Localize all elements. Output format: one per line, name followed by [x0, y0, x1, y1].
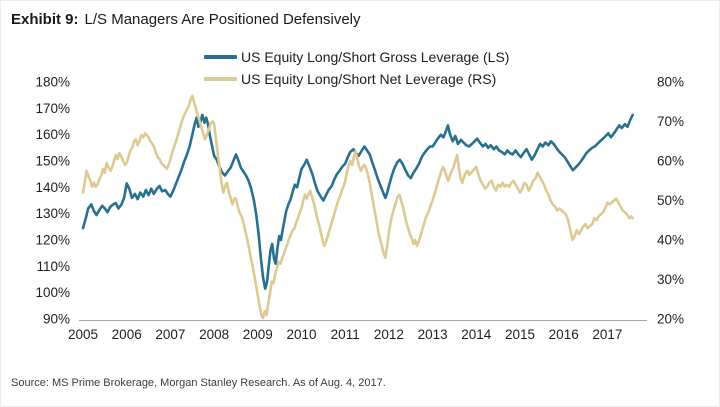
source-note: Source: MS Prime Brokerage, Morgan Stanl…: [11, 377, 386, 389]
legend-item-gross: US Equity Long/Short Gross Leverage (LS): [204, 48, 510, 65]
right-axis-tick-label: 40%: [657, 233, 684, 248]
x-axis-tick-label: 2006: [112, 327, 142, 342]
x-axis-tick-label: 2007: [155, 327, 185, 342]
right-axis-tick-label: 80%: [657, 75, 684, 90]
left-axis-tick-label: 130%: [35, 206, 70, 221]
x-axis-tick-label: 2016: [549, 327, 579, 342]
right-axis-tick-label: 30%: [657, 272, 684, 287]
left-axis-tick-label: 180%: [35, 75, 70, 90]
x-axis-tick-label: 2010: [286, 327, 316, 342]
x-axis-tick-label: 2014: [461, 327, 492, 342]
right-axis-tick-label: 60%: [657, 154, 684, 169]
net-leverage-line: [81, 94, 635, 320]
chart-legend: US Equity Long/Short Gross Leverage (LS)…: [204, 48, 510, 87]
right-axis-tick-label: 20%: [657, 312, 684, 327]
gross-leverage-line: [81, 113, 635, 291]
x-axis-tick-label: 2015: [505, 327, 535, 342]
x-axis-tick-label: 2013: [418, 327, 448, 342]
right-axis-tick-label: 70%: [657, 114, 684, 129]
x-axis-tick-label: 2009: [243, 327, 273, 342]
x-axis-tick-label: 2008: [199, 327, 229, 342]
x-axis-tick-label: 2011: [331, 327, 360, 342]
legend-label-gross: US Equity Long/Short Gross Leverage (LS): [241, 48, 510, 65]
left-axis-tick-label: 110%: [36, 259, 70, 274]
gross-line-swatch: [204, 54, 237, 59]
exhibit-label: Exhibit 9:: [11, 11, 79, 28]
right-axis-tick-label: 50%: [657, 193, 684, 208]
left-axis-tick-label: 90%: [43, 312, 70, 327]
x-axis-tick-label: 2005: [68, 327, 98, 342]
legend-label-net: US Equity Long/Short Net Leverage (RS): [241, 70, 497, 87]
x-axis-tick-label: 2017: [592, 327, 622, 342]
left-axis-tick-label: 120%: [35, 233, 70, 248]
page-title: Exhibit 9: L/S Managers Are Positioned De…: [11, 11, 361, 28]
left-axis-tick-label: 170%: [35, 101, 70, 116]
left-axis-tick-label: 100%: [35, 285, 70, 300]
left-axis-tick-label: 160%: [35, 127, 70, 142]
x-axis-tick-label: 2012: [374, 327, 404, 342]
exhibit-title-text: L/S Managers Are Positioned Defensively: [84, 11, 361, 28]
left-axis-tick-label: 150%: [35, 154, 70, 169]
legend-item-net: US Equity Long/Short Net Leverage (RS): [204, 70, 509, 87]
net-line-swatch: [204, 76, 237, 81]
left-axis-tick-label: 140%: [35, 180, 70, 195]
